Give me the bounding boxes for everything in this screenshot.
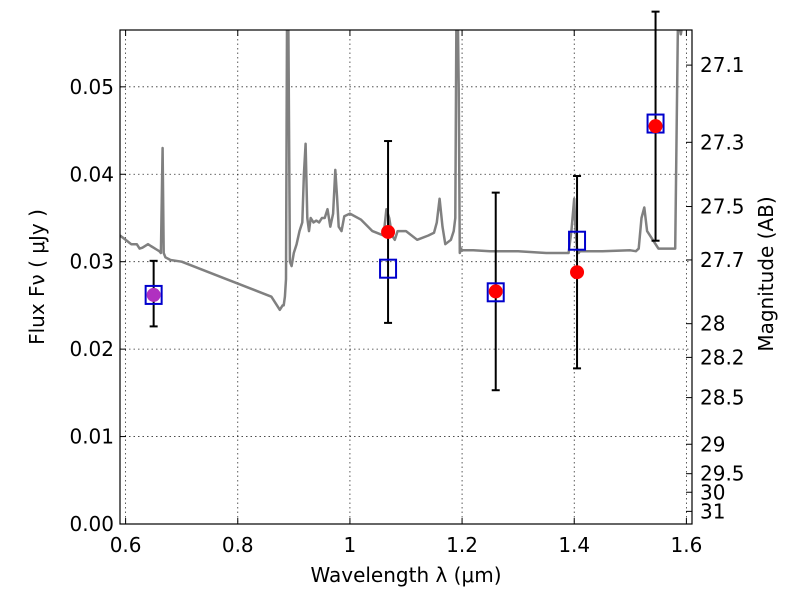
y2-tick-label: 27.7 <box>700 248 745 272</box>
ticks-layer: 0.6 0.8 1 1.2 1.4 1.6 0.00 0.01 0.02 0.03 0.04 0.05… <box>69 30 745 557</box>
observed-flux-point <box>648 119 663 134</box>
x-tick-label: 1.2 <box>446 533 478 557</box>
y2-tick-label: 28.5 <box>700 386 745 410</box>
x-tick-label: 1.6 <box>670 533 702 557</box>
y2-tick-label: 31 <box>700 499 725 523</box>
y-tick-label: 0.03 <box>69 250 114 274</box>
x-tick-label: 1.4 <box>558 533 590 557</box>
spectrum-layer <box>120 30 683 312</box>
observed-flux-point <box>381 224 396 239</box>
y2-tick-label: 29.5 <box>700 462 745 486</box>
x-tick-label: 0.8 <box>222 533 254 557</box>
x-tick-label: 1 <box>344 533 357 557</box>
spectrum-line <box>120 30 683 312</box>
plot-frame <box>119 29 693 525</box>
y2-tick-label: 28 <box>700 312 725 336</box>
model-square-marker <box>568 230 587 251</box>
model-square-marker <box>379 258 398 279</box>
y-tick-label: 0.05 <box>69 75 114 99</box>
y2-tick-label: 29 <box>700 432 725 456</box>
y2-tick-label: 27.1 <box>700 53 745 77</box>
x-axis-label: Wavelength λ (μm) <box>310 563 501 587</box>
y-tick-label: 0.01 <box>69 425 114 449</box>
y-tick-label: 0.02 <box>69 337 114 361</box>
y2-tick-label: 30 <box>700 480 725 504</box>
observed-flux-point <box>146 287 161 302</box>
observed-flux-point <box>570 265 585 280</box>
observed-flux-point <box>488 284 503 299</box>
model-square-marker <box>486 282 505 303</box>
y2-tick-label: 27.5 <box>700 195 745 219</box>
grid <box>120 30 692 525</box>
y-axis-label: Flux Fν ( μJy ) <box>25 209 49 345</box>
y2-axis-label: Magnitude (AB) <box>754 196 778 351</box>
y2-tick-label: 28.2 <box>700 345 745 369</box>
x-tick-label: 0.6 <box>110 533 142 557</box>
points-layer <box>144 10 665 392</box>
y-tick-label: 0.00 <box>69 512 114 536</box>
y-tick-label: 0.04 <box>69 162 114 186</box>
model-square-marker <box>144 284 163 305</box>
y2-tick-label: 27.3 <box>700 130 745 154</box>
